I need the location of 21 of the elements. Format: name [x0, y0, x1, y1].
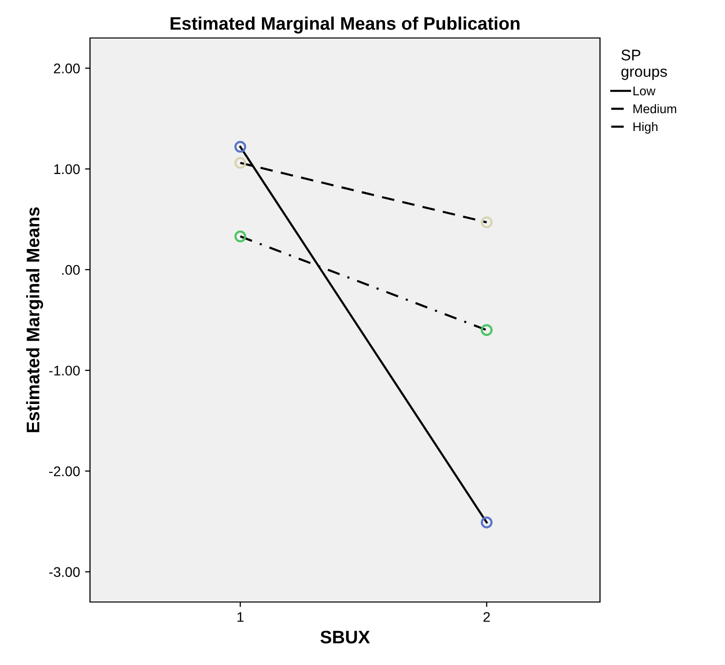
y-tick-label: 2.00 [54, 64, 80, 74]
y-tick-label: .00 [62, 264, 80, 275]
x-axis-title: SBUX [320, 630, 370, 644]
legend-title: SP groups [621, 50, 667, 80]
y-tick-label: -1.00 [49, 366, 80, 376]
legend-label: Medium [634, 104, 676, 114]
x-tick-label: 2 [484, 612, 490, 622]
legend-label: Low [634, 86, 656, 96]
chart-title: Estimated Marginal Means of Publication [170, 16, 520, 34]
x-tick-label: 1 [237, 612, 244, 622]
y-tick-label: -3.00 [49, 567, 80, 577]
point [480, 516, 493, 528]
point [234, 156, 246, 169]
y-tick-label: 1.00 [54, 164, 80, 174]
legend-label: High [634, 122, 658, 134]
point [234, 140, 246, 153]
point [480, 324, 493, 336]
point [234, 230, 246, 242]
y-tick-label: -2.00 [49, 466, 80, 476]
y-axis-title: Estimated Marginal Means [26, 207, 44, 432]
point [480, 216, 493, 228]
